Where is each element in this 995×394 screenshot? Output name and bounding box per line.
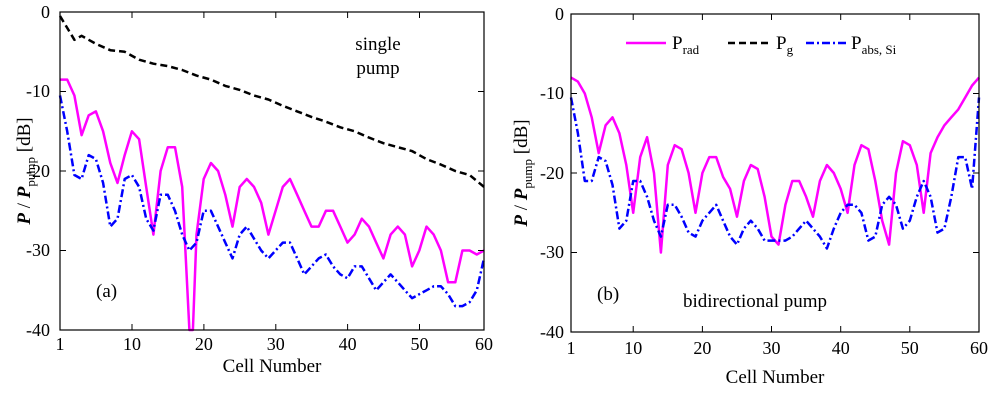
- x-tick-label: 20: [195, 334, 213, 354]
- legend: Prad Pg Pabs, Si: [626, 33, 897, 57]
- series-line-rad: [60, 78, 485, 332]
- legend-label-abs: Pabs, Si: [851, 33, 897, 57]
- y-tick-label: -10: [26, 81, 50, 101]
- x-tick-label: 1: [567, 338, 576, 358]
- y-tick-label: -40: [540, 322, 564, 342]
- x-tick-label: 10: [624, 338, 642, 358]
- y-tick-label: -10: [540, 83, 564, 103]
- chart-panel-a: 0 -10 -20 -30 -40 1 10 20 30 40 50 60 Ce…: [14, 2, 493, 377]
- y-axis-label-a: P / Ppump [dB]: [14, 117, 38, 225]
- x-tick-label: 10: [123, 334, 141, 354]
- y-axis-label-b: P / Ppump [dB]: [511, 119, 535, 227]
- y-tick-label: -40: [26, 320, 50, 340]
- x-tick-label: 50: [411, 334, 429, 354]
- panel-label-b: (b): [597, 284, 619, 305]
- panel-label-a: (a): [96, 281, 117, 302]
- x-ticks-b: 1 10 20 30 40 50 60: [567, 14, 988, 358]
- chart-panel-b: 0 -10 -20 -30 -40 1 10 20 30 40 50 60 Ce…: [511, 4, 988, 388]
- annotation-pump: pump: [356, 58, 399, 79]
- x-tick-label: 60: [475, 334, 493, 354]
- x-tick-label: 30: [763, 338, 781, 358]
- y-tick-label: -30: [26, 240, 50, 260]
- x-tick-label: 20: [693, 338, 711, 358]
- series-line-abs: [569, 97, 981, 250]
- x-tick-label: 40: [339, 334, 357, 354]
- plot-area-a: [58, 15, 486, 332]
- legend-label-rad: Prad: [672, 33, 700, 57]
- legend-label-g: Pg: [776, 33, 794, 57]
- annotation-single: single: [355, 34, 400, 55]
- x-axis-label-a: Cell Number: [223, 356, 322, 377]
- y-tick-label: 0: [41, 2, 50, 22]
- series-line-rad: [570, 76, 980, 254]
- plot-frame-a: [59, 11, 485, 331]
- series-line-g: [58, 15, 485, 188]
- annotation-bidirectional: bidirectional pump: [683, 291, 827, 312]
- series-line-abs: [58, 95, 486, 308]
- x-tick-label: 50: [901, 338, 919, 358]
- x-tick-label: 30: [267, 334, 285, 354]
- y-ticks-a: 0 -10 -20 -30 -40: [26, 2, 484, 340]
- plot-area-b: [569, 76, 981, 254]
- x-tick-label: 1: [56, 334, 65, 354]
- y-ticks-b: 0 -10 -20 -30 -40: [540, 4, 979, 342]
- x-tick-label: 40: [832, 338, 850, 358]
- x-tick-label: 60: [970, 338, 988, 358]
- y-tick-label: 0: [555, 4, 564, 24]
- x-ticks-a: 1 10 20 30 40 50 60: [56, 12, 493, 354]
- x-axis-label-b: Cell Number: [726, 367, 825, 388]
- y-tick-label: -20: [540, 163, 564, 183]
- y-tick-label: -30: [540, 242, 564, 262]
- y-tick-label: -20: [26, 161, 50, 181]
